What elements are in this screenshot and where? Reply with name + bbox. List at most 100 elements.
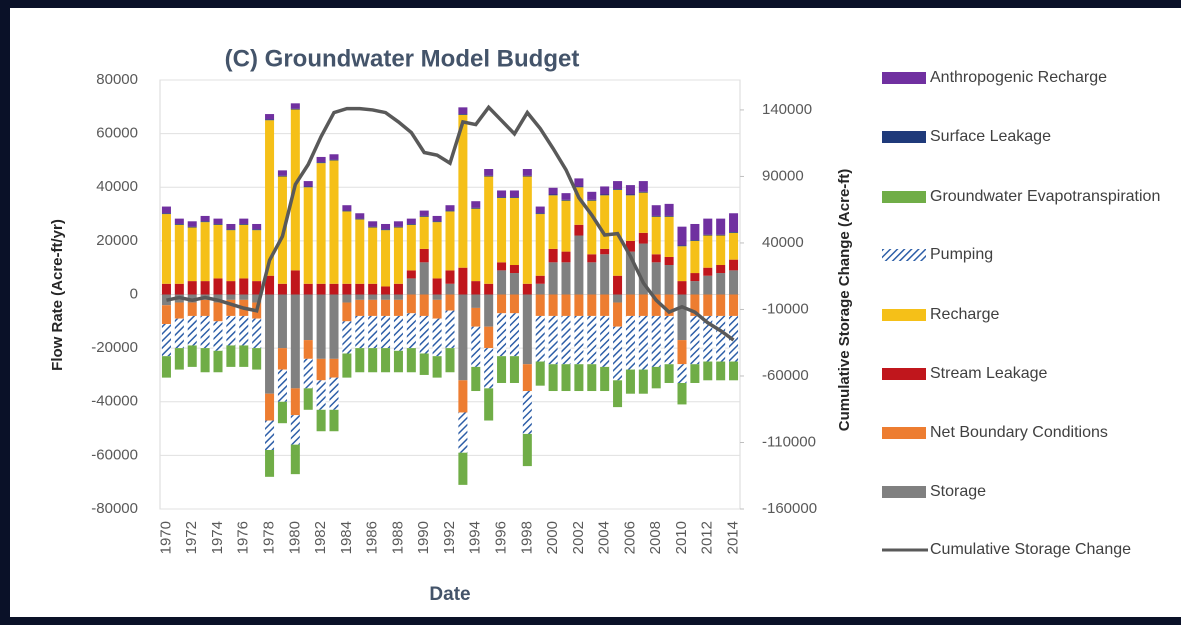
bar-segment bbox=[174, 348, 184, 370]
legend-label: Surface Leakage bbox=[930, 128, 1051, 145]
bar-segment bbox=[316, 163, 326, 284]
bar-segment bbox=[716, 234, 726, 236]
bar-segment bbox=[381, 223, 391, 230]
bar-segment bbox=[638, 232, 648, 244]
bar-segment bbox=[419, 353, 429, 375]
bar-segment bbox=[471, 326, 481, 367]
bar-segment bbox=[587, 254, 597, 263]
bar-segment bbox=[187, 227, 197, 282]
bar-segment bbox=[535, 294, 545, 316]
x-tick-label: 2014 bbox=[725, 521, 742, 554]
bar-segment bbox=[587, 294, 597, 316]
bar-segment bbox=[561, 262, 571, 295]
bar-segment bbox=[651, 216, 661, 255]
x-tick-label: 1980 bbox=[286, 521, 303, 554]
bar-segment bbox=[587, 315, 597, 365]
bar-segment bbox=[458, 114, 468, 268]
bar-segment bbox=[600, 248, 610, 255]
bar-segment bbox=[613, 302, 623, 327]
y-tick-label: 80000 bbox=[96, 71, 138, 88]
bar-segment bbox=[600, 195, 610, 249]
bar-segment bbox=[716, 315, 726, 362]
bar-segment bbox=[729, 213, 739, 233]
bar-segment bbox=[174, 302, 184, 319]
bar-segment bbox=[252, 294, 262, 303]
x-tick-label: 1994 bbox=[467, 521, 484, 554]
bar-segment bbox=[381, 315, 391, 349]
bar-segment bbox=[213, 218, 223, 224]
bar-segment bbox=[690, 240, 700, 274]
bar-segment bbox=[484, 283, 494, 295]
bar-segment bbox=[187, 281, 197, 295]
bar-segment bbox=[445, 210, 455, 212]
y2-tick-label: 40000 bbox=[762, 234, 804, 251]
bar-segment bbox=[342, 211, 352, 284]
bar-segment bbox=[303, 388, 313, 410]
bar-segment bbox=[290, 294, 300, 389]
legend-label: Pumping bbox=[930, 246, 993, 263]
bar-segment bbox=[200, 348, 210, 373]
bar-segment bbox=[342, 294, 352, 303]
bar-segment bbox=[625, 195, 635, 241]
bar-segment bbox=[458, 107, 468, 115]
bar-segment bbox=[690, 294, 700, 316]
bar-segment bbox=[393, 226, 403, 228]
bar-segment bbox=[535, 213, 545, 215]
bar-segment bbox=[677, 294, 687, 341]
bar-segment bbox=[522, 364, 532, 392]
bar-segment bbox=[252, 318, 262, 349]
bar-segment bbox=[651, 262, 661, 295]
bar-segment bbox=[445, 294, 455, 311]
x-tick-label: 1974 bbox=[209, 521, 226, 554]
bar-segment bbox=[277, 283, 287, 295]
bar-segment bbox=[161, 323, 171, 357]
bar-segment bbox=[381, 286, 391, 295]
bar-segment bbox=[381, 229, 391, 231]
bar-segment bbox=[651, 205, 661, 216]
bar-segment bbox=[277, 369, 287, 402]
bar-segment bbox=[613, 181, 623, 190]
bar-segment bbox=[277, 175, 287, 177]
bar-segment bbox=[522, 283, 532, 295]
x-tick-label: 1972 bbox=[183, 521, 200, 554]
bar-segment bbox=[497, 262, 507, 271]
y-tick-label: 20000 bbox=[96, 232, 138, 249]
y-tick-label: -80000 bbox=[91, 500, 138, 517]
x-tick-label: 2012 bbox=[699, 521, 716, 554]
bar-segment bbox=[393, 227, 403, 284]
bar-segment bbox=[239, 345, 249, 367]
bar-segment bbox=[393, 221, 403, 227]
bar-segment bbox=[419, 215, 429, 217]
bar-segment bbox=[690, 240, 700, 241]
x-axis-label: Date bbox=[429, 584, 470, 605]
bar-segment bbox=[226, 229, 236, 231]
bar-segment bbox=[574, 364, 584, 392]
bar-segment bbox=[600, 194, 610, 196]
bar-segment bbox=[522, 175, 532, 177]
bar-segment bbox=[664, 203, 674, 216]
bar-segment bbox=[497, 313, 507, 357]
bar-segment bbox=[355, 213, 365, 219]
bar-segment bbox=[419, 216, 429, 249]
bar-segment bbox=[690, 223, 700, 241]
bar-segment bbox=[316, 156, 326, 163]
x-tick-label: 1988 bbox=[389, 521, 406, 554]
bar-segment bbox=[664, 315, 674, 365]
bar-segment bbox=[458, 294, 468, 381]
bar-segment bbox=[625, 194, 635, 196]
bar-segment bbox=[497, 190, 507, 198]
bar-segment bbox=[200, 299, 210, 316]
legend-label: Cumulative Storage Change bbox=[930, 541, 1131, 558]
bar-segment bbox=[432, 221, 442, 223]
bar-segment bbox=[213, 321, 223, 351]
bar-segment bbox=[574, 315, 584, 365]
bar-segment bbox=[458, 412, 468, 453]
bar-segment bbox=[625, 369, 635, 394]
bar-segment bbox=[290, 270, 300, 295]
bar-segment bbox=[625, 294, 635, 316]
bar-segment bbox=[587, 262, 597, 295]
bar-segment bbox=[239, 315, 249, 346]
bar-segment bbox=[703, 218, 713, 235]
bar-segment bbox=[239, 294, 249, 300]
